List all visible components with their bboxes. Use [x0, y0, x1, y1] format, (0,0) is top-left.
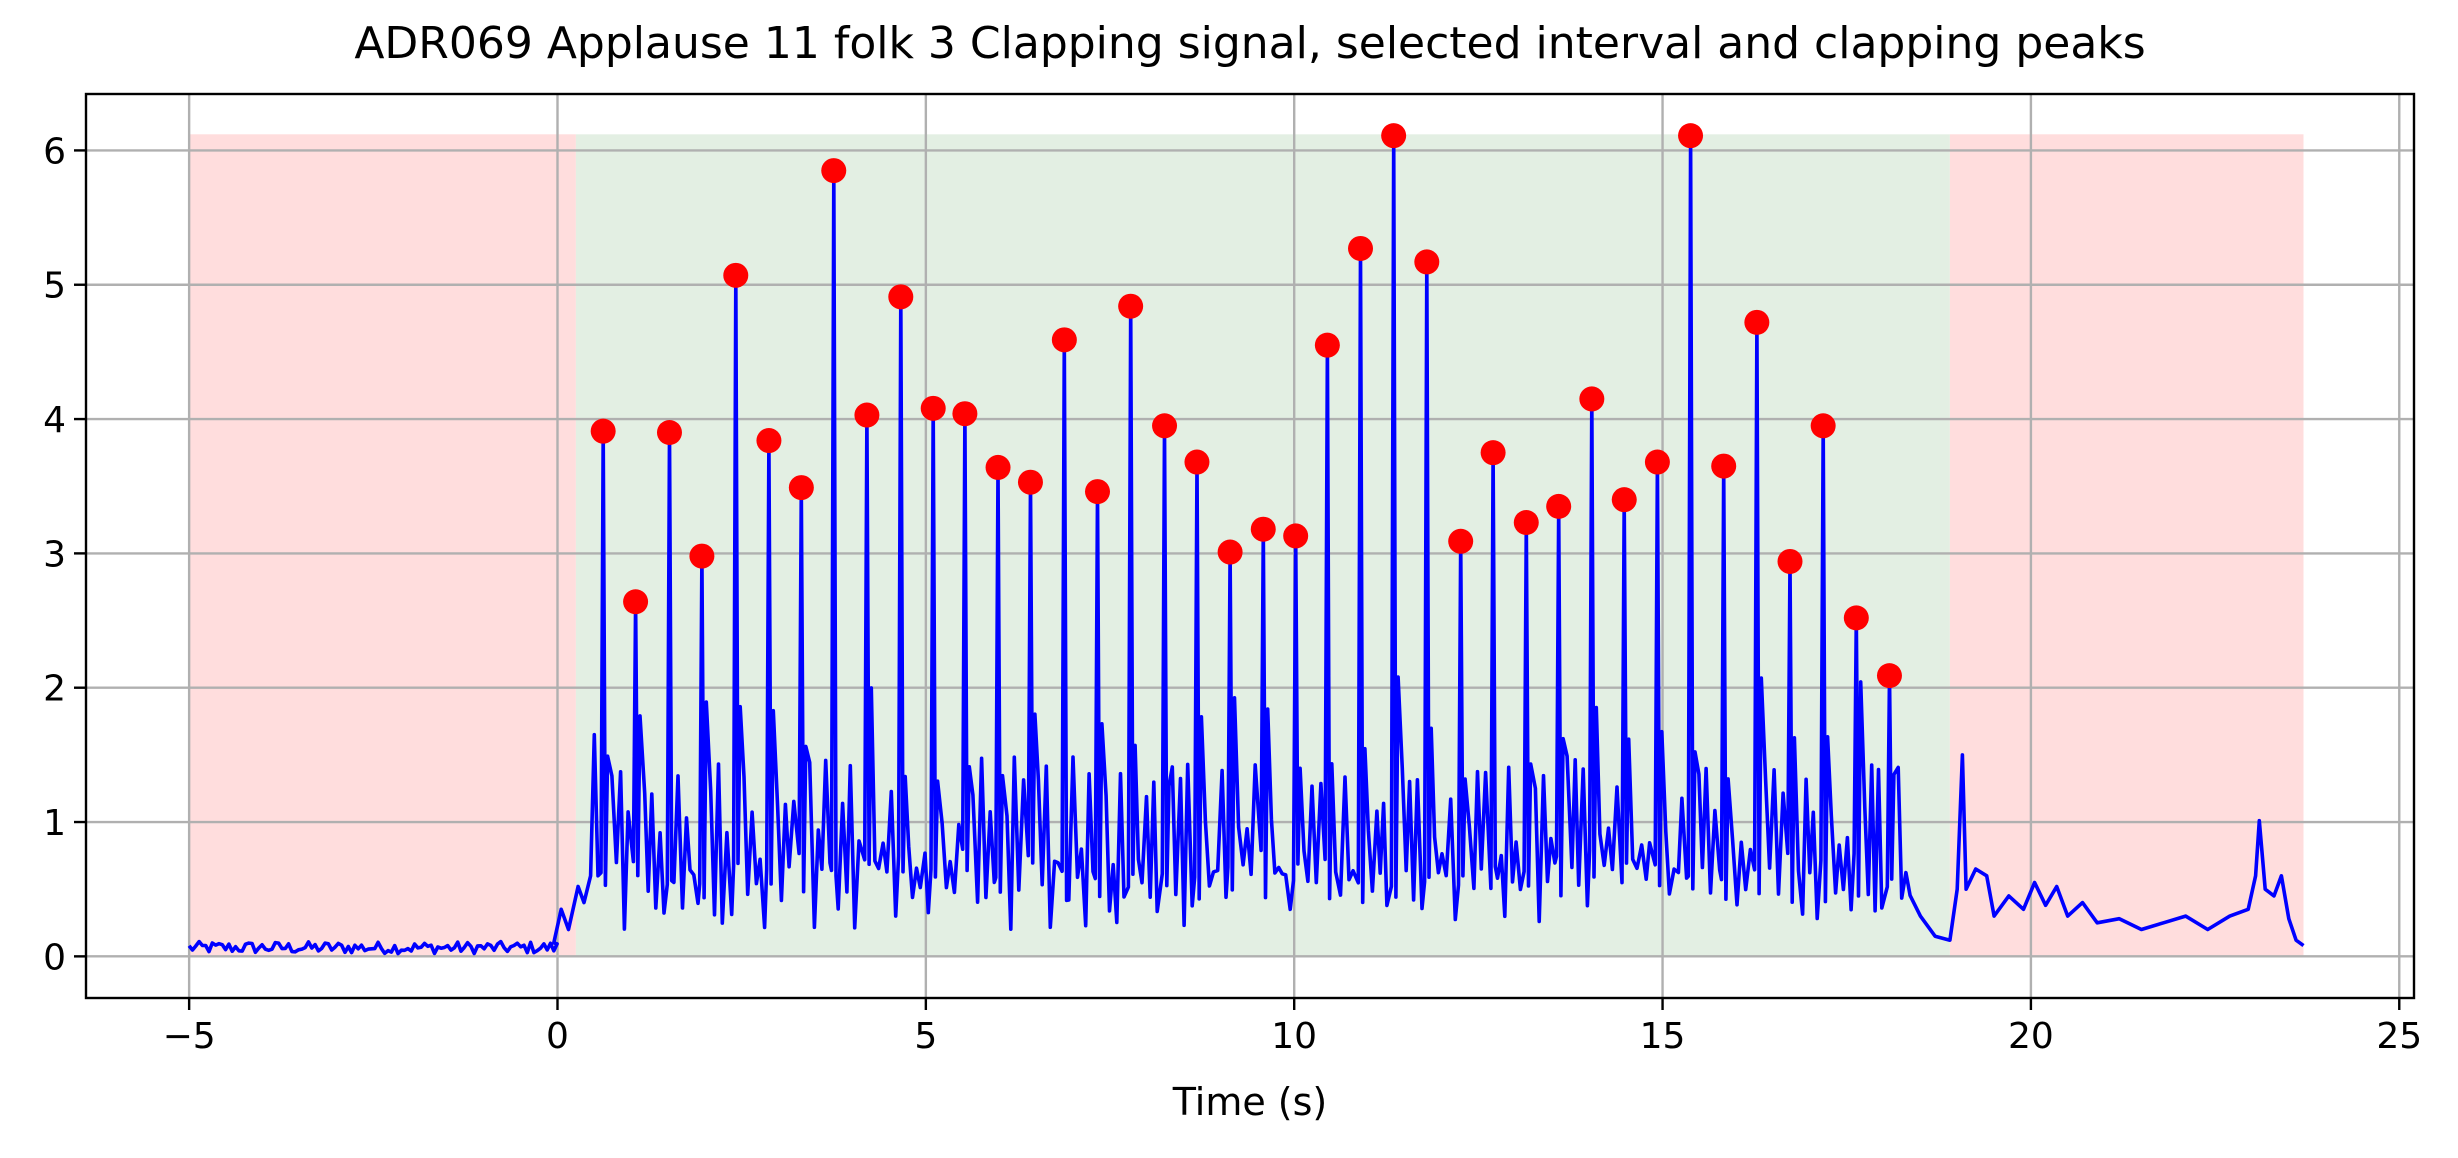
y-tick-label: 1	[43, 803, 66, 844]
peak-marker	[1085, 479, 1111, 505]
peak-marker	[1250, 516, 1276, 542]
peak-marker	[656, 419, 682, 445]
x-tick-label: 15	[1640, 1016, 1686, 1057]
x-tick-label: 5	[914, 1016, 937, 1057]
y-tick-label: 2	[43, 669, 66, 710]
peak-marker	[1480, 440, 1506, 466]
peak-marker	[854, 402, 880, 428]
peak-marker	[788, 475, 814, 501]
x-axis-label: Time (s)	[1172, 1080, 1328, 1124]
ticks: −5 0 5 10 15 20 25 0 1 2 3 4 5 6	[43, 131, 2422, 1057]
signal-line	[187, 133, 2305, 956]
peak-marker	[1348, 235, 1374, 261]
y-tick-label: 5	[43, 266, 66, 307]
x-tick-label: 10	[1271, 1016, 1317, 1057]
peak-marker	[1414, 249, 1440, 275]
peak-marker	[1152, 413, 1178, 439]
peak-marker	[1843, 605, 1869, 631]
peak-marker	[1381, 123, 1407, 149]
peak-marker	[590, 418, 616, 444]
peak-marker	[689, 543, 715, 569]
peak-marker	[952, 401, 978, 427]
y-tick-label: 0	[43, 937, 66, 978]
y-tick-label: 4	[43, 400, 66, 441]
signal-series	[187, 133, 2305, 956]
peak-marker	[1217, 539, 1243, 565]
peak-marker	[756, 428, 782, 454]
peak-marker	[1579, 386, 1605, 412]
x-tick-label: 25	[2376, 1016, 2422, 1057]
peak-marker	[1546, 493, 1572, 519]
x-tick-label: 0	[546, 1016, 569, 1057]
peak-marker	[1184, 449, 1210, 475]
peak-marker	[1644, 449, 1670, 475]
peak-marker	[1118, 293, 1144, 319]
grid	[86, 94, 2414, 998]
peak-marker	[1711, 453, 1737, 479]
peak-marker	[1017, 469, 1043, 495]
peak-markers	[590, 123, 1902, 689]
peak-marker	[1810, 413, 1836, 439]
x-tick-label: 20	[2008, 1016, 2054, 1057]
excluded-interval-0	[189, 134, 576, 957]
peak-marker	[1448, 528, 1474, 554]
peak-marker	[623, 589, 649, 615]
peak-marker	[1611, 487, 1637, 513]
peak-marker	[1051, 327, 1077, 353]
peak-marker	[1314, 332, 1340, 358]
peak-marker	[821, 158, 847, 184]
peak-marker	[888, 284, 914, 310]
peak-marker	[1678, 123, 1704, 149]
peak-marker	[920, 395, 946, 421]
peak-marker	[723, 262, 749, 288]
peak-marker	[1777, 548, 1803, 574]
axes	[84, 92, 2416, 1000]
peak-marker	[1283, 523, 1309, 549]
peak-marker	[985, 454, 1011, 480]
excluded-interval-2	[1949, 134, 2304, 957]
peak-marker	[1876, 663, 1902, 689]
plot-frame	[84, 92, 2416, 1000]
y-tick-label: 6	[43, 131, 66, 172]
x-tick-label: −5	[163, 1016, 216, 1057]
chart-title: ADR069 Applause 11 folk 3 Clapping signa…	[354, 18, 2146, 69]
y-tick-label: 3	[43, 534, 66, 575]
peak-marker	[1513, 509, 1539, 535]
peak-marker	[1744, 309, 1770, 335]
